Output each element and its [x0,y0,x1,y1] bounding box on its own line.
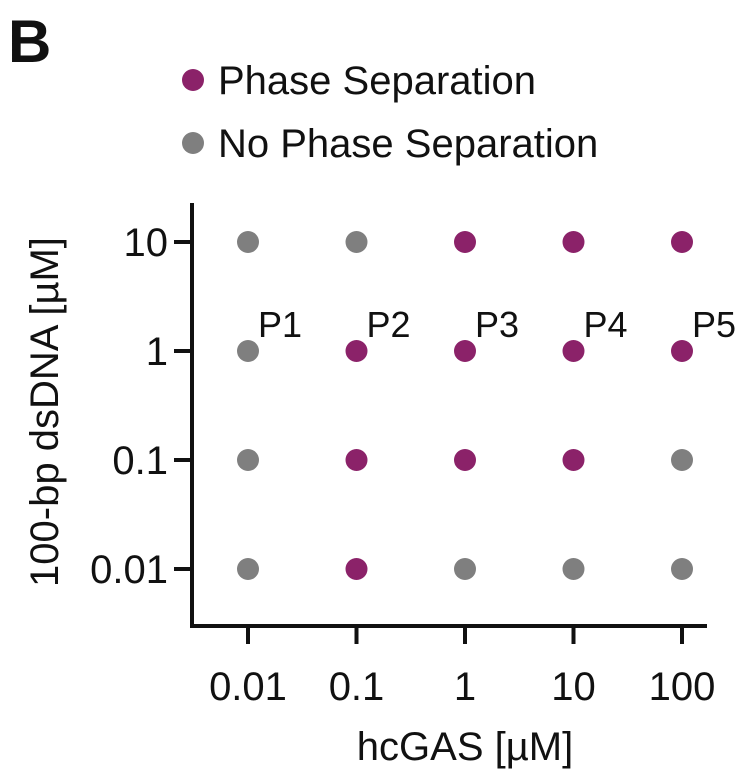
legend: Phase Separation No Phase Separation [182,59,598,166]
data-point [237,231,259,253]
y-tick-label: 0.01 [90,548,168,592]
data-point [562,231,585,253]
x-axis-label: hcGAS [µM] [357,725,573,769]
data-points [237,231,693,580]
x-tick-label: 10 [551,665,596,709]
data-point [237,340,259,362]
y-tick-label: 1 [146,330,168,374]
x-tick-label: 1 [454,665,476,709]
data-point [345,558,368,580]
x-tick-label: 0.1 [329,665,385,709]
data-point [237,558,259,580]
legend-marker [182,69,204,91]
data-point [562,558,585,580]
point-annotation: P2 [367,304,411,345]
data-point [562,340,585,362]
data-point [562,449,585,471]
y-axis-label: 100-bp dsDNA [µM] [23,237,67,587]
data-point [454,231,476,253]
point-annotation: P3 [475,304,519,345]
x-tick-label: 100 [649,665,716,709]
data-point [671,449,693,471]
data-point [671,231,693,253]
data-point [671,340,693,362]
y-tick-label: 0.1 [112,439,168,483]
data-point [345,340,368,362]
legend-label: No Phase Separation [218,122,598,166]
data-point [237,449,259,471]
data-point [454,449,476,471]
data-point [671,558,693,580]
point-annotation: P4 [584,304,628,345]
axes: 0.01 0.1 1 10 100 0.01 0.1 1 10 [90,203,716,709]
legend-marker [182,132,204,154]
point-annotation: P1 [258,304,302,345]
y-tick-label: 10 [124,221,169,265]
data-point [454,558,476,580]
point-annotations: P1 P2 P3 P4 P5 [258,304,736,345]
legend-label: Phase Separation [218,59,536,103]
panel-label: B [8,8,51,75]
data-point [454,340,476,362]
data-point [345,231,368,253]
data-point [345,449,368,471]
point-annotation: P5 [692,304,736,345]
x-tick-label: 0.01 [209,665,287,709]
